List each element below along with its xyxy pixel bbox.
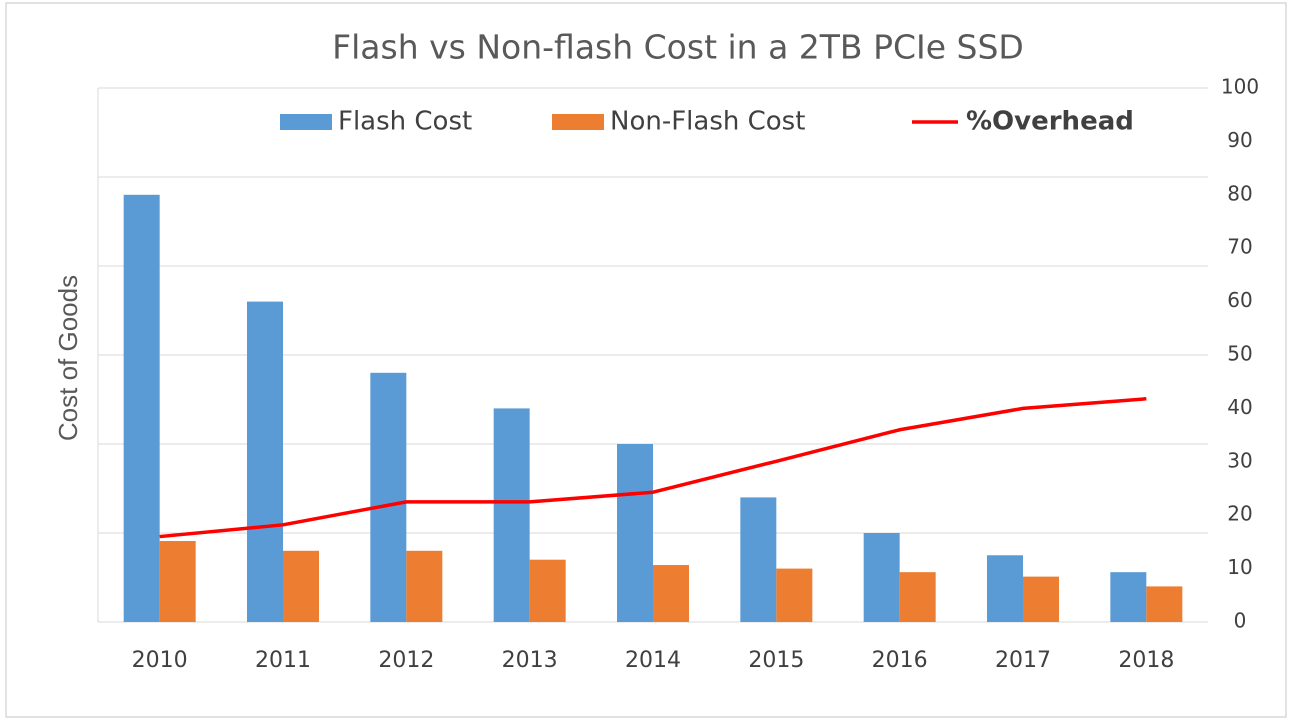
bar	[1110, 572, 1147, 622]
bar	[1023, 576, 1059, 622]
x-tick-label: 2018	[1118, 648, 1174, 673]
y2-tick-label: 80	[1227, 181, 1252, 205]
bar	[123, 194, 160, 623]
y2-tick-label: 40	[1227, 395, 1252, 419]
y2-tick-label: 30	[1227, 448, 1252, 472]
bar	[740, 497, 777, 622]
y2-tick-label: 0	[1234, 609, 1247, 633]
legend-label: %Overhead	[966, 107, 1134, 137]
bar	[863, 533, 900, 622]
line-series	[159, 397, 1147, 539]
bar	[370, 372, 407, 622]
x-tick-label: 2011	[255, 648, 311, 673]
legend-swatch	[280, 114, 332, 130]
chart-title: Flash vs Non-flash Cost in a 2TB PCIe SS…	[332, 28, 1024, 67]
y2-tick-label: 100	[1221, 75, 1259, 99]
x-tick-label: 2017	[995, 648, 1051, 673]
legend-label: Flash Cost	[338, 107, 472, 137]
bar	[899, 572, 936, 622]
x-tick-label: 2016	[872, 648, 928, 673]
bar	[406, 550, 443, 622]
y-axis-label: Cost of Goods	[53, 275, 83, 441]
bar	[653, 565, 689, 622]
bar	[283, 550, 319, 622]
bar	[247, 301, 283, 622]
x-tick-label: 2014	[625, 648, 681, 673]
x-tick-label: 2015	[748, 648, 804, 673]
bar	[159, 541, 196, 622]
bar	[529, 559, 566, 622]
legend-swatch	[552, 114, 604, 130]
bar	[1146, 586, 1183, 622]
bar	[987, 555, 1023, 622]
bar	[776, 568, 813, 622]
bar	[493, 408, 530, 622]
y2-tick-label: 60	[1227, 288, 1252, 312]
x-tick-label: 2012	[378, 648, 434, 673]
x-tick-label: 2013	[502, 648, 558, 673]
y2-tick-label: 50	[1227, 342, 1252, 366]
x-tick-label: 2010	[132, 648, 188, 673]
bar	[617, 444, 653, 622]
y2-tick-label: 70	[1227, 235, 1252, 259]
y2-tick-label: 10	[1227, 555, 1252, 579]
legend-label: Non-Flash Cost	[610, 107, 805, 137]
y2-tick-label: 20	[1227, 502, 1252, 526]
y2-tick-label: 90	[1227, 128, 1252, 152]
